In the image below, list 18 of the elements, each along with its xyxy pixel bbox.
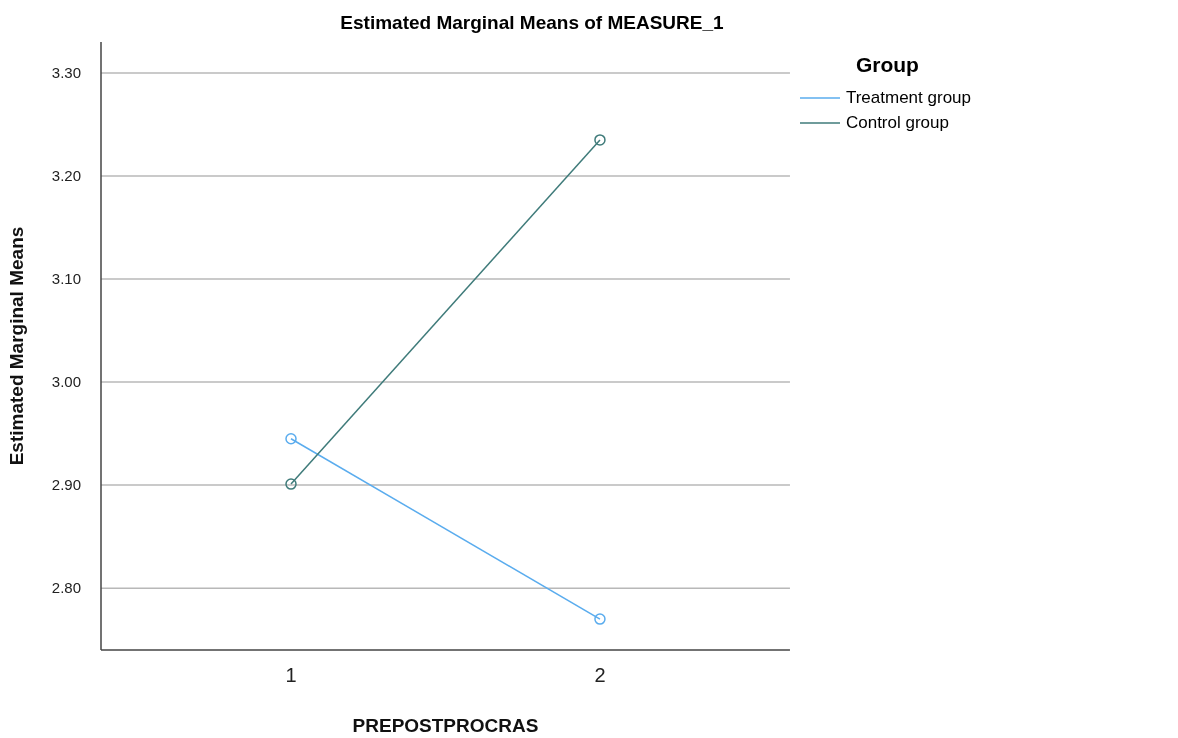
y-tick-label: 3.00: [51, 373, 81, 391]
legend-label: Control group: [845, 112, 949, 133]
y-tick-label: 2.90: [51, 476, 81, 494]
point: [285, 478, 297, 490]
legend-label: Treatment group: [845, 87, 971, 108]
x-tick-label: 1: [285, 664, 297, 687]
x-axis-title: PREPOSTPROCRAS: [352, 715, 539, 736]
y-tick-label: 3.10: [51, 270, 81, 288]
point: [594, 613, 606, 625]
legend-title: Group: [854, 53, 920, 77]
chart-title: Estimated Marginal Means of MEASURE_1: [339, 12, 725, 34]
point: [594, 134, 606, 146]
y-tick-label: 3.30: [51, 64, 81, 82]
point: [285, 433, 297, 445]
y-tick-label: 2.80: [51, 579, 81, 597]
x-tick-label: 2: [594, 664, 606, 687]
y-tick-label: 3.20: [51, 167, 81, 185]
y-axis-title: Estimated Marginal Means: [5, 226, 27, 466]
